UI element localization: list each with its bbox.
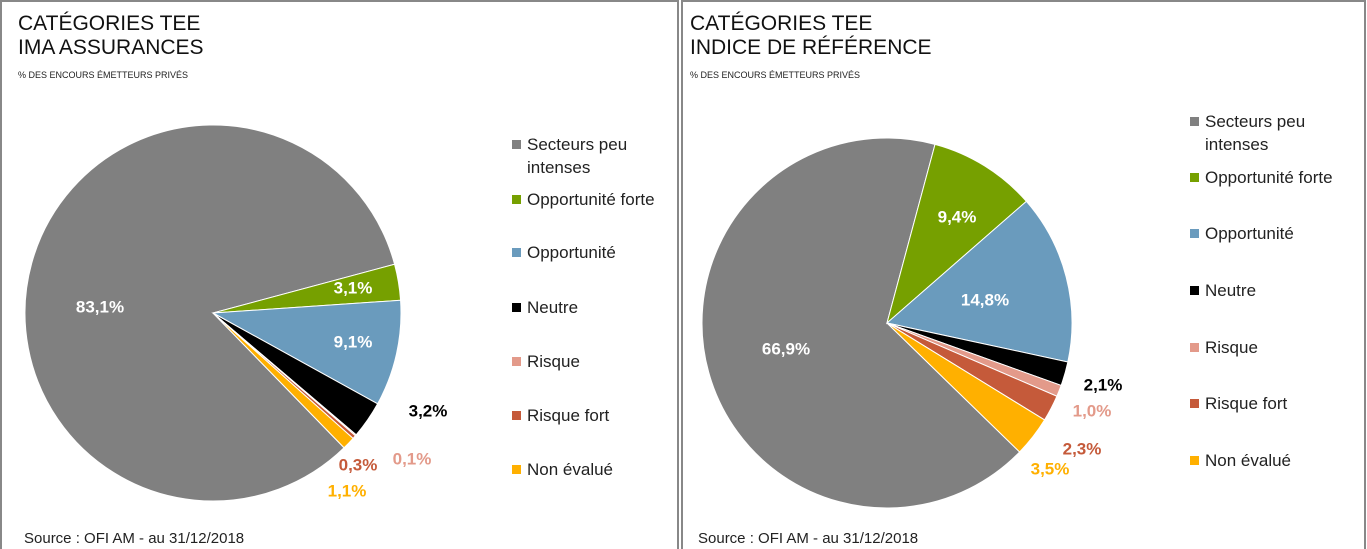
chart-subtitle: % DES ENCOURS ÉMETTEURS PRIVÉS	[18, 70, 188, 80]
pie-slice	[885, 200, 1073, 363]
data-label: 14,8%	[961, 290, 1009, 309]
pie-slice	[211, 299, 402, 405]
data-label: 1,1%	[328, 481, 367, 500]
legend-swatch	[1190, 456, 1199, 465]
pie-slice	[886, 322, 1046, 453]
chart-title: IMA ASSURANCES	[18, 36, 204, 59]
data-label: 9,4%	[938, 207, 977, 226]
legend-swatch	[512, 357, 521, 366]
source-note: Source : OFI AM - au 31/12/2018	[24, 530, 244, 547]
legend-swatch	[1190, 343, 1199, 352]
chart-title: CATÉGORIES TEE	[18, 12, 200, 35]
legend-label: Risque	[1205, 338, 1258, 357]
legend-label: Neutre	[527, 298, 579, 317]
legend-label: Opportunité forte	[527, 190, 655, 209]
legend-item: Risque	[512, 350, 687, 373]
legend-label: Non évalué	[1205, 451, 1292, 470]
legend-item: Opportunité	[512, 241, 687, 264]
chart-subtitle: % DES ENCOURS ÉMETTEURS PRIVÉS	[690, 70, 860, 80]
pie-slice	[701, 137, 1021, 509]
legend-swatch	[512, 140, 521, 149]
legend-item: Neutre	[512, 296, 687, 319]
panel-border	[0, 0, 679, 549]
legend-label: Opportunité	[1205, 224, 1294, 243]
pie-slice	[886, 143, 1028, 325]
data-label: 0,3%	[339, 455, 378, 474]
data-label: 66,9%	[762, 339, 810, 358]
legend-label: Secteurs peu intenses	[527, 135, 628, 177]
legend-item: Opportunité forte	[1190, 166, 1365, 189]
legend-swatch	[512, 248, 521, 257]
legend-item: Neutre	[1190, 279, 1365, 302]
legend-swatch	[512, 303, 521, 312]
data-label: 3,2%	[409, 401, 448, 420]
data-label: 2,1%	[1084, 375, 1123, 394]
chart-title: INDICE DE RÉFÉRENCE	[690, 36, 932, 59]
data-label: 2,3%	[1063, 439, 1102, 458]
pie-slice	[24, 124, 396, 502]
legend-item: Risque fort	[1190, 392, 1365, 415]
data-label: 3,1%	[334, 278, 373, 297]
panel-border	[681, 0, 1366, 549]
legend-label: Opportunité forte	[1205, 168, 1333, 187]
legend-item: Secteurs peu intenses	[512, 133, 687, 179]
legend-swatch	[1190, 173, 1199, 182]
legend-swatch	[512, 411, 521, 420]
legend-label: Risque	[527, 352, 580, 371]
data-label: 83,1%	[76, 297, 124, 316]
legend-item: Opportunité forte	[512, 188, 687, 211]
legend-label: Opportunité	[527, 243, 616, 262]
chart-title: CATÉGORIES TEE	[690, 12, 872, 35]
data-label: 0,1%	[393, 449, 432, 468]
legend-swatch	[512, 465, 521, 474]
legend-swatch	[512, 195, 521, 204]
legend-swatch	[1190, 229, 1199, 238]
legend-swatch	[1190, 286, 1199, 295]
legend-label: Risque fort	[527, 406, 610, 425]
source-note: Source : OFI AM - au 31/12/2018	[698, 530, 918, 547]
data-label: 1,0%	[1073, 401, 1112, 420]
pie-slice	[212, 312, 354, 449]
legend-label: Neutre	[1205, 281, 1257, 300]
legend-item: Non évalué	[1190, 449, 1365, 472]
legend-item: Risque fort	[512, 404, 687, 427]
legend-item: Non évalué	[512, 458, 687, 481]
legend-item: Secteurs peu intenses	[1190, 110, 1365, 156]
legend-swatch	[1190, 399, 1199, 408]
legend-item: Risque	[1190, 336, 1365, 359]
legend-item: Opportunité	[1190, 222, 1365, 245]
data-label: 3,5%	[1031, 459, 1070, 478]
legend-label: Risque fort	[1205, 394, 1288, 413]
legend-label: Non évalué	[527, 460, 614, 479]
legend-label: Secteurs peu intenses	[1205, 112, 1306, 154]
data-label: 9,1%	[334, 332, 373, 351]
legend-swatch	[1190, 117, 1199, 126]
